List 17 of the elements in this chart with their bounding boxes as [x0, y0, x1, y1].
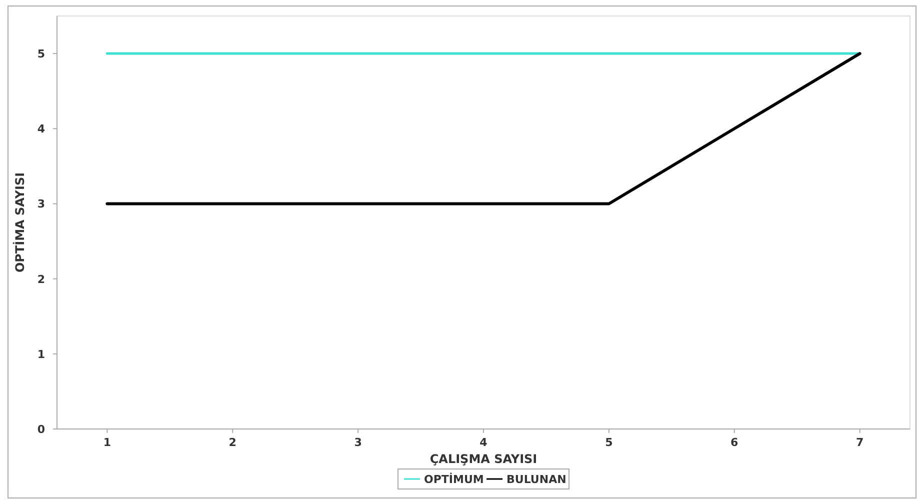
y-tick-label: 0: [37, 423, 46, 436]
y-tick-label: 1: [37, 348, 45, 361]
legend-label: BULUNAN: [506, 473, 566, 486]
y-tick-label: 4: [37, 122, 46, 136]
x-axis-title: ÇALIŞMA SAYISI: [430, 452, 538, 466]
x-tick-label: 4: [480, 436, 488, 449]
y-axis-title: OPTİMA SAYISI: [12, 172, 27, 273]
x-tick-label: 6: [730, 436, 739, 449]
legend-label: OPTİMUM: [424, 472, 484, 486]
x-tick-label: 7: [856, 436, 864, 449]
y-tick-label: 2: [37, 272, 45, 286]
y-tick-label: 3: [37, 198, 45, 211]
x-tick-label: 2: [228, 436, 236, 449]
x-tick-label: 5: [605, 436, 613, 449]
y-tick-label: 5: [37, 48, 45, 61]
x-tick-label: 3: [354, 436, 362, 449]
x-tick-label: 1: [103, 436, 112, 449]
